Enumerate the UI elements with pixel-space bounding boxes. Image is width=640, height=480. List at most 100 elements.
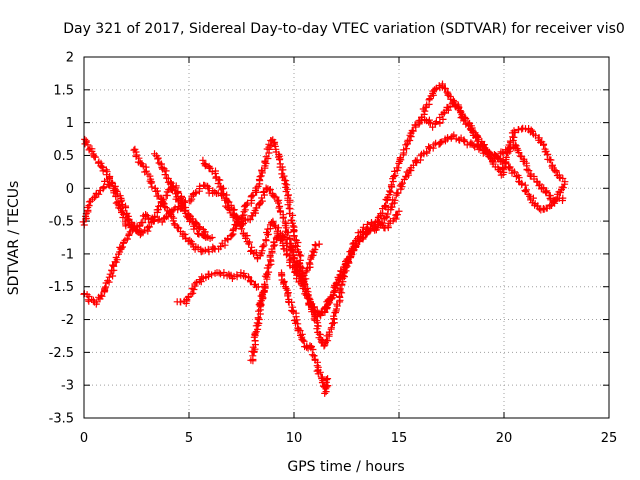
data-marker-segment bbox=[289, 307, 302, 328]
data-marker-segment bbox=[389, 211, 401, 225]
data-marker-segment bbox=[354, 223, 367, 237]
data-marker-segment bbox=[261, 137, 276, 170]
data-marker-segment bbox=[237, 216, 249, 229]
x-tick-labels: 0 5 10 15 20 25 bbox=[80, 431, 617, 446]
data-marker bbox=[559, 174, 567, 182]
data-marker-segment bbox=[247, 184, 261, 201]
data-marker-segment bbox=[311, 316, 322, 336]
data-marker-segment bbox=[429, 118, 440, 131]
data-marker-segment bbox=[461, 113, 474, 129]
data-marker-segment bbox=[555, 171, 564, 182]
data-marker-segment bbox=[418, 148, 431, 158]
y-tick-label: -1 bbox=[61, 247, 74, 262]
data-marker bbox=[324, 375, 332, 383]
data-marker-segment bbox=[321, 376, 332, 397]
data-marker-segment bbox=[256, 283, 269, 309]
y-tick-label: 0 bbox=[66, 182, 74, 197]
data-marker-segment bbox=[171, 187, 185, 207]
data-marker-segment bbox=[302, 259, 314, 276]
data-marker-segment bbox=[260, 219, 276, 249]
data-marker-segment bbox=[265, 245, 276, 269]
series-track-e bbox=[151, 150, 216, 242]
data-marker-segment bbox=[251, 319, 263, 338]
data-marker-segment bbox=[518, 179, 532, 198]
data-marker-segment bbox=[146, 177, 161, 195]
data-marker-segment bbox=[199, 156, 210, 170]
data-marker-segment bbox=[278, 269, 288, 288]
data-marker-segment bbox=[314, 368, 327, 387]
data-marker-segment bbox=[226, 271, 236, 282]
chart-title: Day 321 of 2017, Sidereal Day-to-day VTE… bbox=[63, 21, 625, 37]
series-track-f bbox=[173, 269, 262, 307]
data-marker-segment bbox=[150, 216, 162, 225]
data-marker-segment bbox=[105, 258, 120, 286]
data-marker-segment bbox=[163, 174, 176, 194]
data-marker-segment bbox=[531, 201, 545, 214]
data-marker-segment bbox=[275, 199, 290, 230]
x-tick-label: 15 bbox=[391, 431, 408, 446]
data-marker-segment bbox=[200, 181, 213, 192]
data-marker-segment bbox=[355, 233, 367, 243]
data-marker-segment bbox=[254, 243, 267, 263]
data-marker-segment bbox=[467, 122, 479, 137]
data-marker-segment bbox=[526, 192, 539, 208]
data-marker-segment bbox=[216, 183, 231, 199]
data-marker-segment bbox=[130, 145, 141, 160]
data-marker-segment bbox=[279, 172, 294, 209]
y-tick-labels: 2 1.5 1 0.5 0 -0.5 -1 -1.5 -2 -2.5 -3 -3.5 bbox=[49, 51, 74, 427]
data-marker-segment bbox=[192, 273, 206, 286]
y-tick-label: 1 bbox=[66, 116, 74, 131]
data-marker-segment bbox=[92, 189, 103, 200]
data-marker-segment bbox=[262, 184, 274, 194]
data-marker-segment bbox=[213, 269, 224, 278]
data-marker-segment bbox=[240, 197, 256, 211]
data-marker-segment bbox=[305, 295, 317, 311]
data-marker-segment bbox=[537, 184, 551, 197]
data-marker-segment bbox=[367, 225, 380, 234]
data-marker-segment bbox=[299, 281, 312, 302]
data-marker-segment bbox=[217, 237, 229, 251]
data-marker-segment bbox=[330, 273, 343, 296]
data-points bbox=[79, 80, 569, 397]
data-marker-segment bbox=[336, 263, 350, 297]
y-axis-label: SDTVAR / TECUs bbox=[6, 181, 22, 296]
x-tick-label: 25 bbox=[601, 431, 618, 446]
y-tick-label: 1.5 bbox=[53, 83, 74, 98]
data-marker-segment bbox=[205, 269, 219, 279]
data-marker-segment bbox=[242, 232, 256, 254]
data-marker-segment bbox=[182, 293, 193, 307]
data-marker-segment bbox=[374, 205, 387, 225]
data-marker-segment bbox=[307, 246, 319, 263]
data-marker-segment bbox=[137, 226, 148, 237]
data-marker-segment bbox=[285, 204, 300, 244]
data-marker-segment bbox=[134, 154, 147, 170]
data-marker-segment bbox=[387, 167, 401, 191]
y-tick-label: -0.5 bbox=[49, 215, 74, 230]
series-track-j bbox=[278, 269, 332, 397]
series-track-h bbox=[247, 283, 269, 365]
data-marker-segment bbox=[423, 116, 434, 127]
x-axis-label: GPS time / hours bbox=[287, 459, 404, 475]
data-marker-segment bbox=[268, 217, 280, 231]
data-marker-segment bbox=[306, 342, 318, 360]
plot-frame bbox=[83, 56, 610, 419]
data-marker-segment bbox=[153, 192, 167, 207]
data-marker-segment bbox=[110, 184, 123, 210]
data-marker-segment bbox=[274, 231, 282, 239]
y-tick-label: 2 bbox=[66, 51, 74, 66]
data-marker-segment bbox=[250, 200, 263, 217]
data-marker-segment bbox=[399, 168, 412, 187]
data-marker-segment bbox=[518, 124, 529, 133]
data-marker-segment bbox=[100, 277, 112, 296]
data-marker-segment bbox=[440, 103, 454, 116]
data-marker-segment bbox=[92, 291, 106, 308]
data-marker-segment bbox=[468, 140, 481, 151]
data-marker-segment bbox=[330, 292, 344, 323]
data-marker-segment bbox=[485, 153, 497, 168]
data-marker-segment bbox=[438, 80, 451, 96]
data-marker-segment bbox=[250, 280, 260, 291]
data-marker bbox=[395, 207, 403, 215]
data-marker-segment bbox=[511, 141, 526, 161]
data-marker-segment bbox=[381, 187, 395, 211]
